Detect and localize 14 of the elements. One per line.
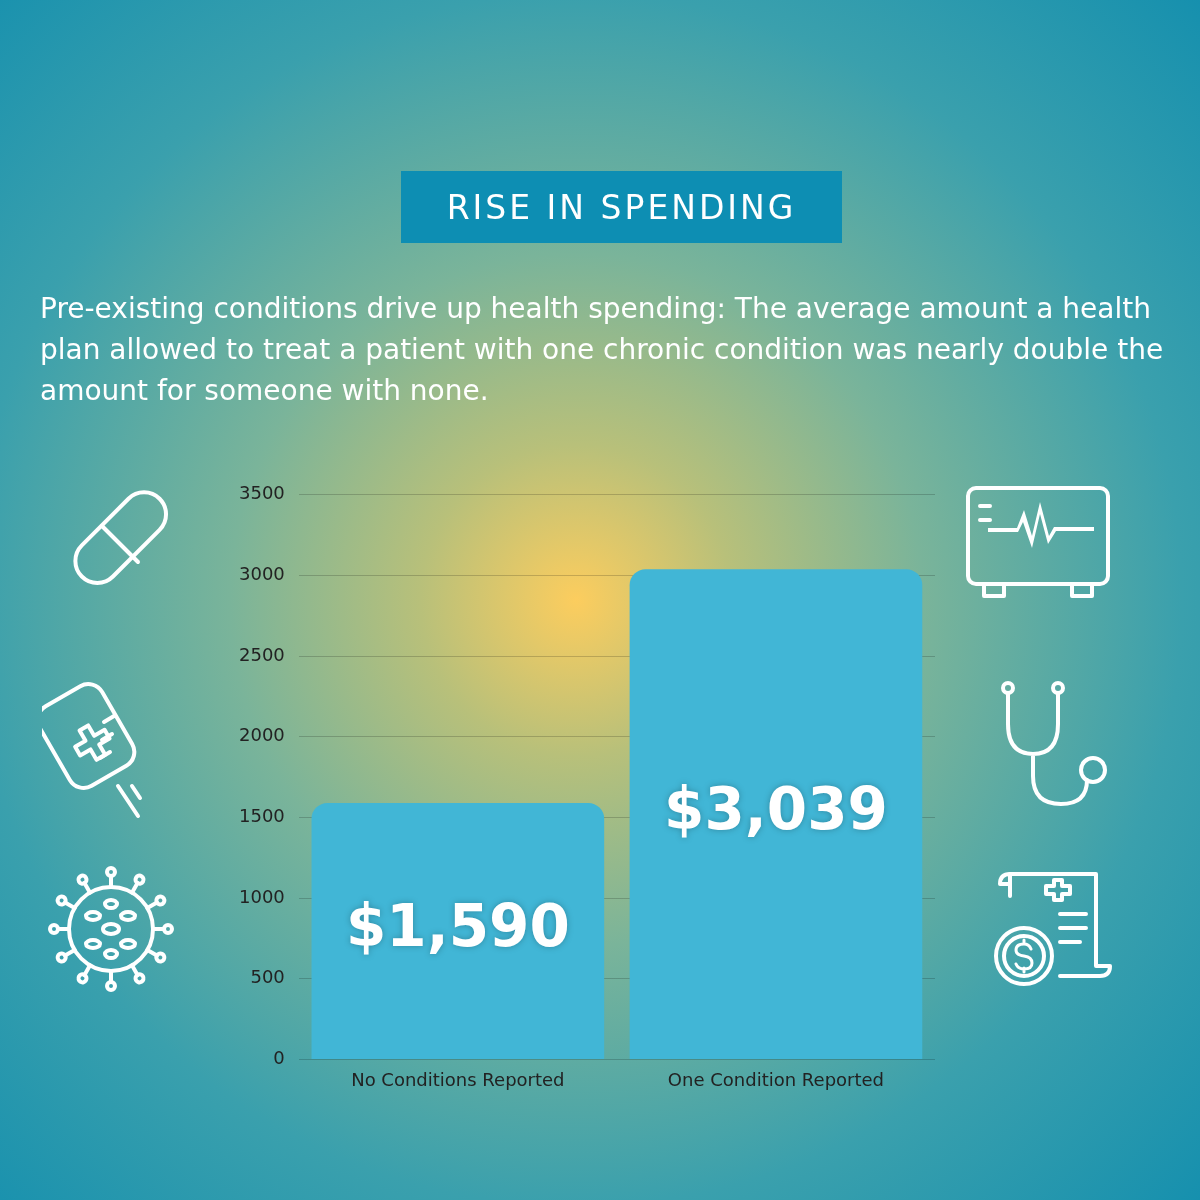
y-tick-label: 1500	[239, 805, 285, 827]
chart-subtitle: Pre-existing conditions drive up health spending: The average amount a health plan allowed to treat a patient with one chronic condition was nearly double the amount for someone with none.	[40, 291, 1165, 409]
chart-title: RISE IN SPENDING	[401, 171, 842, 243]
data-label: $1,590	[345, 891, 570, 960]
y-tick-label: 3500	[239, 482, 285, 504]
y-tick-label: 500	[250, 966, 285, 988]
y-tick-label: 2500	[239, 643, 285, 665]
y-tick-label: 2000	[239, 724, 285, 746]
y-tick-label: 3000	[239, 563, 285, 585]
data-label: $3,039	[664, 775, 888, 844]
y-tick-label: 0	[273, 1047, 285, 1069]
x-tick-label: No Conditions Reported	[351, 1068, 565, 1090]
y-tick-label: 1000	[239, 885, 285, 907]
x-tick-label: One Condition Reported	[667, 1068, 885, 1090]
